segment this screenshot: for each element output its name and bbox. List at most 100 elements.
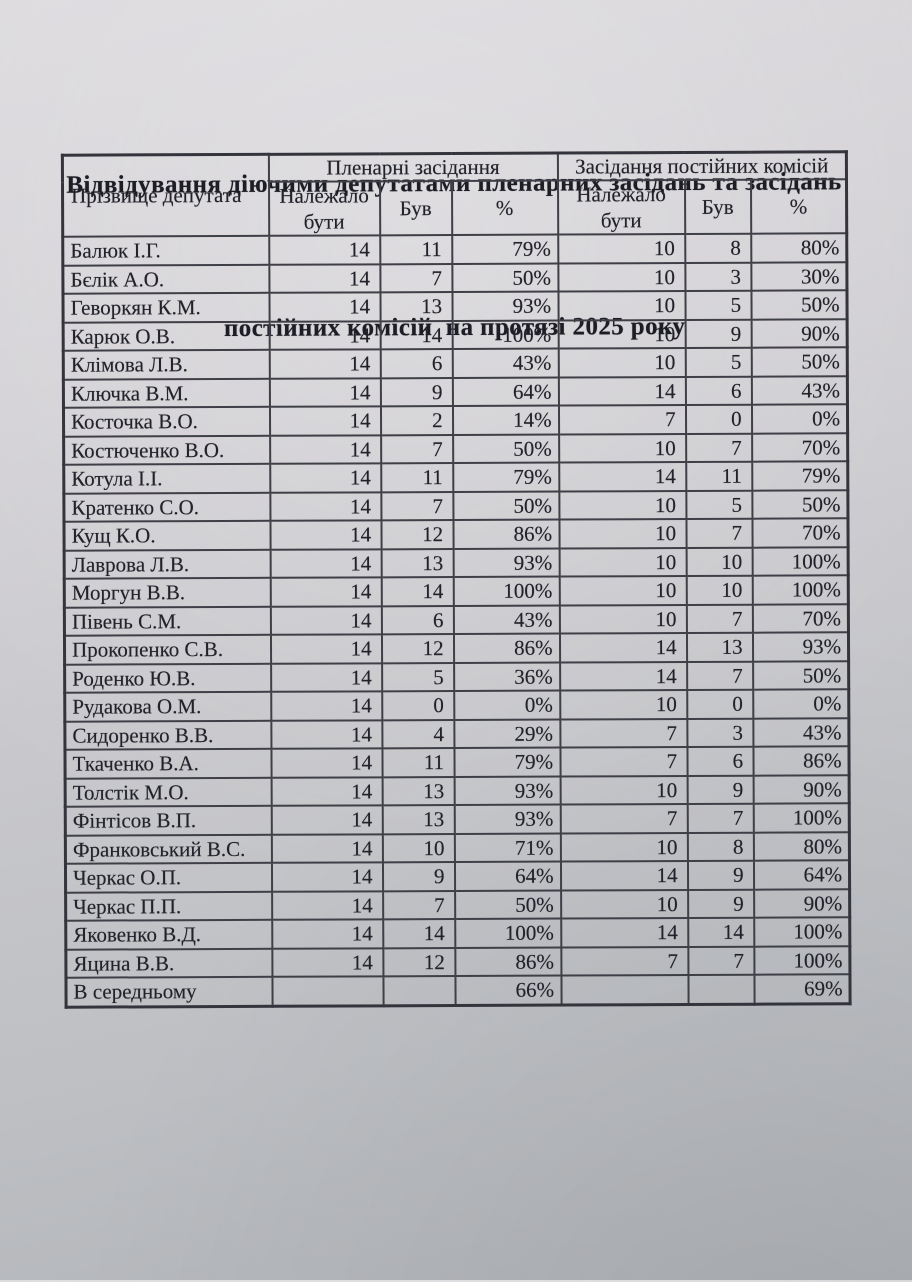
commissions-attended-cell: 9 [688, 889, 754, 918]
subheader-commissions-due: Належало бути [558, 180, 685, 235]
average-plenary-percent-cell: 66% [455, 976, 561, 1005]
commissions-percent-cell: 79% [752, 461, 848, 490]
commissions-percent-cell: 0% [752, 404, 848, 433]
deputy-row: Геворкян К.М. 14 13 93% 10 5 50% [63, 290, 847, 322]
plenary-percent-cell: 64% [452, 377, 558, 406]
deputy-name-cell: Роденко Ю.В. [65, 663, 271, 692]
plenary-percent-cell: 79% [453, 463, 559, 492]
commissions-attended-cell: 9 [685, 319, 751, 348]
plenary-attended-cell: 0 [382, 691, 454, 720]
deputy-row: Черкас О.П. 14 9 64% 14 9 64% [65, 860, 849, 892]
plenary-due-cell: 14 [270, 577, 381, 606]
plenary-attended-cell: 13 [382, 777, 454, 806]
commissions-percent-cell: 86% [753, 746, 849, 775]
plenary-percent-cell: 50% [453, 434, 559, 463]
deputy-name-cell: Костюченко В.О. [64, 435, 270, 464]
deputy-name-cell: Фінтісов В.П. [65, 806, 271, 835]
plenary-percent-cell: 100% [453, 577, 559, 606]
attendance-table: Прізвище депутата Пленарні засідання Зас… [61, 150, 852, 1008]
header-group-row: Прізвище депутата Пленарні засідання Зас… [62, 152, 846, 183]
commissions-due-cell: 14 [561, 918, 688, 947]
deputy-row: Котула І.І. 14 11 79% 14 11 79% [64, 461, 848, 493]
plenary-due-cell: 14 [272, 919, 383, 948]
plenary-due-cell: 14 [269, 292, 380, 321]
commissions-attended-cell: 7 [686, 433, 752, 462]
plenary-percent-cell: 50% [455, 890, 561, 919]
average-commissions-percent-cell: 69% [754, 974, 850, 1003]
commissions-attended-cell: 5 [685, 348, 751, 377]
average-plenary-due-cell [272, 976, 383, 1005]
commissions-attended-cell: 11 [686, 462, 752, 491]
commissions-attended-cell: 6 [685, 376, 751, 405]
commissions-percent-cell: 43% [753, 718, 849, 747]
commissions-percent-cell: 0% [753, 689, 849, 718]
plenary-attended-cell: 14 [383, 919, 455, 948]
commissions-due-cell: 7 [560, 804, 687, 833]
plenary-attended-cell: 11 [381, 463, 453, 492]
deputy-row: Толстік М.О. 14 13 93% 10 9 90% [65, 775, 849, 807]
plenary-percent-cell: 79% [454, 748, 560, 777]
deputy-row: Балюк І.Г. 14 11 79% 10 8 80% [63, 233, 847, 265]
plenary-percent-cell: 93% [454, 805, 560, 834]
commissions-percent-cell: 64% [753, 860, 849, 889]
commissions-due-cell: 14 [560, 861, 687, 890]
subheader-plenary-attended: Був [379, 181, 451, 235]
plenary-attended-cell: 2 [380, 406, 452, 435]
commissions-due-cell: 10 [560, 775, 687, 804]
subheader-commissions-attended: Був [685, 180, 751, 234]
plenary-due-cell: 14 [270, 435, 381, 464]
commissions-percent-cell: 50% [751, 347, 847, 376]
deputy-row: Яковенко В.Д. 14 14 100% 14 14 100% [66, 917, 850, 949]
plenary-attended-cell: 14 [380, 321, 452, 350]
subheader-plenary-due: Належало бути [268, 181, 379, 235]
plenary-due-cell: 14 [272, 948, 383, 977]
plenary-attended-cell: 7 [381, 435, 453, 464]
deputy-row: Лаврова Л.В. 14 13 93% 10 10 100% [64, 547, 848, 579]
plenary-percent-cell: 64% [454, 862, 560, 891]
commissions-attended-cell: 13 [687, 633, 753, 662]
subheader-commissions-percent: % [751, 179, 847, 233]
commissions-attended-cell: 8 [687, 832, 753, 861]
plenary-percent-cell: 36% [454, 662, 560, 691]
commissions-percent-cell: 70% [752, 604, 848, 633]
commissions-attended-cell: 10 [686, 547, 752, 576]
commissions-percent-cell: 50% [751, 290, 847, 319]
commissions-due-cell: 14 [560, 661, 687, 690]
commissions-attended-cell: 5 [686, 490, 752, 519]
deputy-name-cell: Моргун В.В. [64, 578, 270, 607]
plenary-due-cell: 14 [270, 606, 381, 635]
commissions-due-cell: 10 [558, 234, 685, 263]
deputy-row: Карюк О.В. 14 14 100% 10 9 90% [63, 319, 847, 351]
plenary-attended-cell: 14 [381, 577, 453, 606]
plenary-attended-cell: 11 [382, 748, 454, 777]
average-commissions-due-cell [561, 975, 688, 1005]
plenary-attended-cell: 13 [380, 292, 452, 321]
plenary-due-cell: 14 [269, 321, 380, 350]
commissions-due-cell: 10 [561, 889, 688, 918]
commissions-percent-cell: 100% [752, 547, 848, 576]
commissions-due-cell: 10 [558, 348, 685, 377]
plenary-due-cell: 14 [270, 549, 381, 578]
deputy-row: Яцина В.В. 14 12 86% 7 7 100% [66, 946, 850, 978]
commissions-attended-cell: 3 [685, 262, 751, 291]
plenary-due-cell: 14 [271, 663, 382, 692]
plenary-percent-cell: 43% [453, 605, 559, 634]
plenary-attended-cell: 7 [380, 264, 452, 293]
plenary-percent-cell: 86% [453, 520, 559, 549]
commissions-attended-cell: 14 [688, 918, 754, 947]
plenary-percent-cell: 0% [454, 691, 560, 720]
table-footer: В середньому 66% 69% [66, 974, 850, 1006]
plenary-attended-cell: 11 [380, 235, 452, 264]
commissions-attended-cell: 8 [685, 234, 751, 263]
commissions-due-cell: 14 [560, 633, 687, 662]
commissions-percent-cell: 43% [751, 376, 847, 405]
deputy-name-cell: Карюк О.В. [63, 321, 269, 350]
commissions-attended-cell: 3 [687, 718, 753, 747]
commissions-due-cell: 14 [558, 376, 685, 405]
deputy-name-cell: Кущ К.О. [64, 521, 270, 550]
commissions-attended-cell: 7 [687, 661, 753, 690]
commissions-due-cell: 10 [558, 319, 685, 348]
plenary-due-cell: 14 [270, 520, 381, 549]
commissions-attended-cell: 7 [686, 519, 752, 548]
